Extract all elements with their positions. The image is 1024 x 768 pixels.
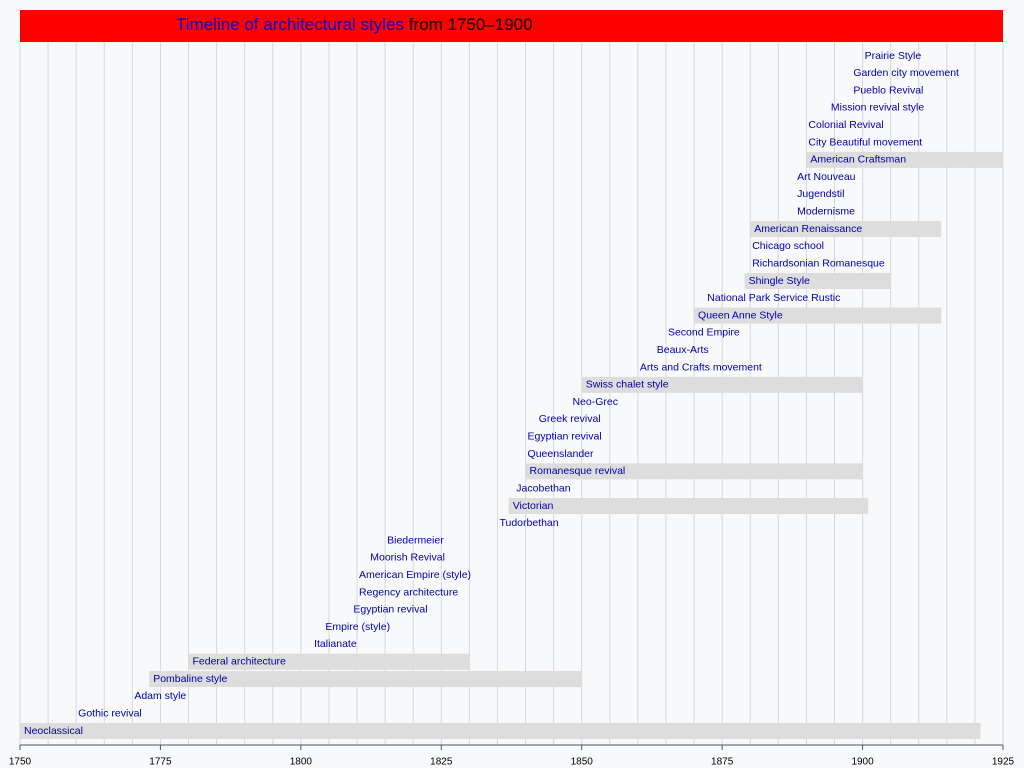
style-label: Beaux-Arts bbox=[657, 344, 709, 356]
style-label: Mission revival style bbox=[831, 102, 925, 114]
x-tick-label: 1825 bbox=[430, 757, 453, 768]
style-label: Romanesque revival bbox=[530, 465, 626, 477]
style-label: American Empire (style) bbox=[359, 569, 471, 581]
bar bbox=[525, 463, 863, 480]
subtitle: from 1750–1900 bbox=[409, 15, 533, 34]
x-tick-label: 1750 bbox=[9, 757, 32, 768]
bar bbox=[744, 273, 891, 289]
title-link[interactable]: Timeline of architectural styles bbox=[176, 15, 404, 34]
bar bbox=[581, 376, 863, 393]
style-label: Egyptian revival bbox=[353, 604, 427, 616]
style-label: Prairie Style bbox=[865, 50, 922, 62]
style-label: Arts and Crafts movement bbox=[640, 361, 762, 373]
style-label: National Park Service Rustic bbox=[707, 292, 840, 304]
style-label: Garden city movement bbox=[853, 67, 959, 79]
style-label: Pombaline style bbox=[153, 673, 227, 685]
style-label: Shingle Style bbox=[749, 275, 810, 287]
grid: 1750 1775 1800 1825 1850 1875 1900 1925 bbox=[9, 42, 1015, 768]
style-label: American Renaissance bbox=[754, 223, 862, 235]
style-label: Queen Anne Style bbox=[698, 309, 783, 321]
x-tick-label: 1925 bbox=[992, 757, 1015, 768]
style-label: Queenslander bbox=[528, 448, 594, 460]
style-label: Empire (style) bbox=[325, 621, 390, 633]
bar bbox=[694, 307, 942, 324]
style-label: Biedermeier bbox=[387, 534, 444, 546]
style-label: Jacobethan bbox=[516, 482, 570, 494]
style-label: Second Empire bbox=[668, 327, 740, 339]
x-tick-label: 1800 bbox=[290, 757, 313, 768]
x-tick-label: 1875 bbox=[711, 757, 734, 768]
style-label: American Craftsman bbox=[810, 154, 906, 166]
bar bbox=[806, 151, 1003, 168]
style-label: Moorish Revival bbox=[370, 552, 445, 564]
style-label: Gothic revival bbox=[78, 707, 142, 719]
style-label: Tudorbethan bbox=[499, 517, 558, 529]
x-tick-label: 1900 bbox=[851, 757, 874, 768]
title-bar bbox=[20, 10, 1003, 42]
bar bbox=[508, 498, 869, 514]
bar bbox=[20, 723, 981, 739]
style-label: Federal architecture bbox=[193, 656, 287, 668]
style-label: Adam style bbox=[134, 690, 186, 702]
style-label: Greek revival bbox=[539, 413, 601, 425]
style-label: Egyptian revival bbox=[528, 431, 602, 443]
style-label: Regency architecture bbox=[359, 586, 458, 598]
style-label: Swiss chalet style bbox=[586, 379, 669, 391]
x-tick-label: 1850 bbox=[571, 757, 594, 768]
style-label: City Beautiful movement bbox=[808, 136, 922, 148]
style-label: Pueblo Revival bbox=[853, 84, 923, 96]
style-label: Richardsonian Romanesque bbox=[752, 257, 885, 269]
x-tick-label: 1775 bbox=[149, 757, 172, 768]
style-label: Art Nouveau bbox=[797, 171, 856, 183]
style-label: Chicago school bbox=[752, 240, 824, 252]
bar bbox=[149, 671, 582, 688]
style-label: Italianate bbox=[314, 638, 357, 650]
style-label: Neo-Grec bbox=[572, 396, 618, 408]
plot: Neoclassical Gothic revival Adam style Pomb… bbox=[20, 50, 1003, 739]
style-label: Jugendstil bbox=[797, 188, 844, 200]
bar bbox=[188, 653, 470, 670]
bar bbox=[750, 221, 942, 238]
style-label: Neoclassical bbox=[24, 725, 83, 737]
chart-title: Timeline of architectural styles from 17… bbox=[176, 15, 533, 34]
style-label: Modernisme bbox=[797, 206, 855, 218]
style-label: Colonial Revival bbox=[808, 119, 883, 131]
style-label: Victorian bbox=[513, 500, 554, 512]
